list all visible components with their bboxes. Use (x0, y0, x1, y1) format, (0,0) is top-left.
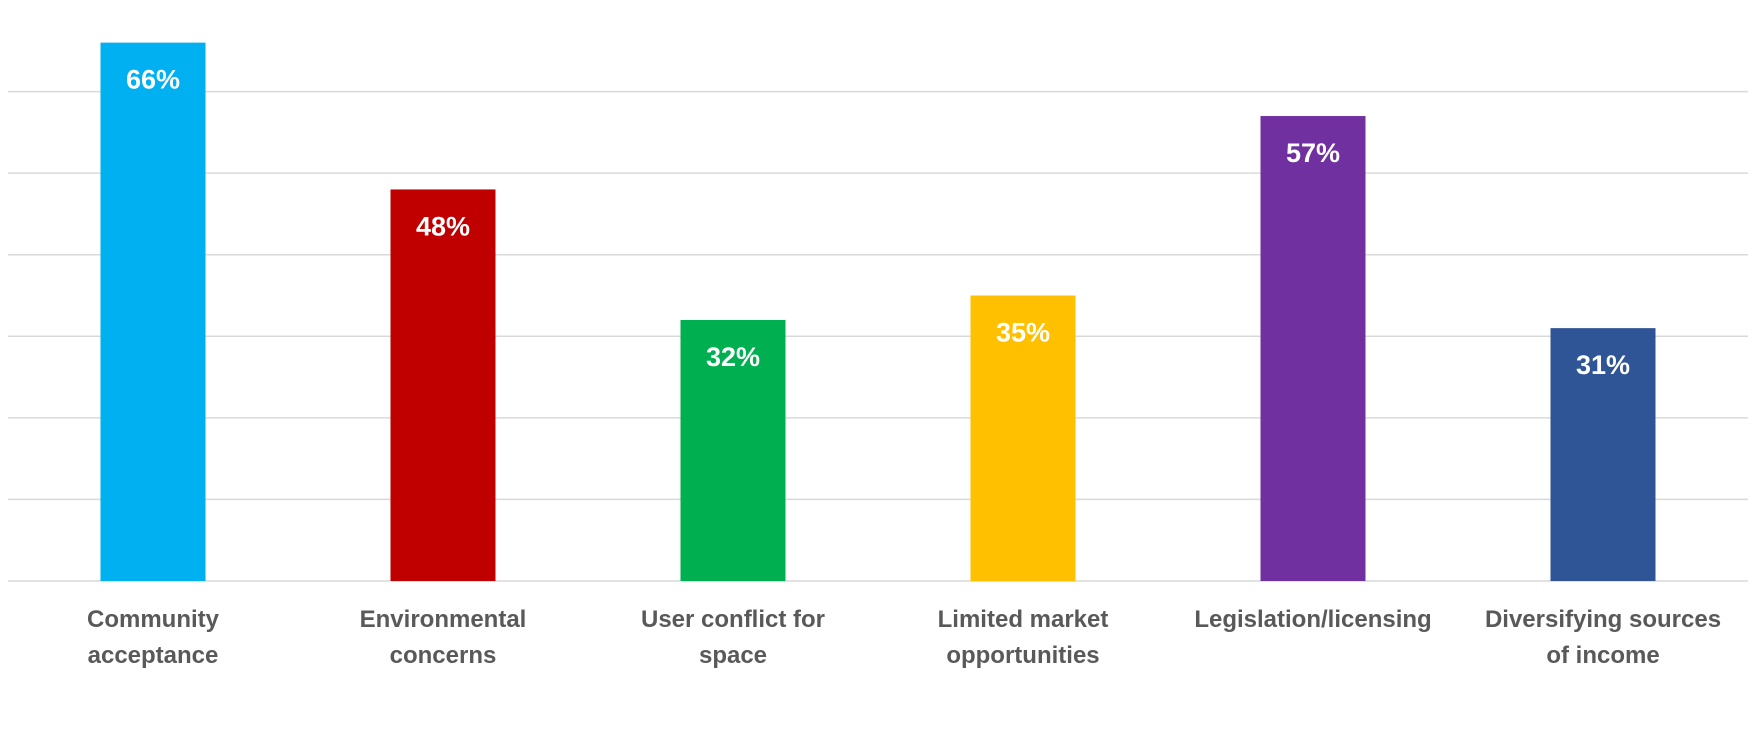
data-label: 66% (126, 65, 180, 95)
data-label: 31% (1576, 350, 1630, 380)
category-label-line: Diversifying sources (1485, 606, 1721, 633)
bar (100, 42, 206, 582)
category-label: User conflict for space (641, 606, 825, 669)
category-label-line: Environmental (360, 606, 527, 633)
category-label: Environmental concerns (360, 606, 527, 669)
category-label-line: Limited market (938, 606, 1109, 633)
bar (1550, 328, 1656, 581)
category-label: Diversifying sources of income (1485, 606, 1721, 669)
category-label-line: Community (87, 606, 220, 633)
category-labels: Community acceptance Environmental concerns… (87, 606, 1721, 669)
category-label-line: of income (1546, 642, 1659, 669)
bar (680, 319, 786, 581)
category-label: Legislation/licensing (1194, 606, 1431, 633)
gridlines (8, 90, 1748, 582)
category-label-line: space (699, 642, 767, 669)
category-label-line: opportunities (946, 642, 1099, 669)
bar (970, 295, 1076, 581)
category-label-line: acceptance (88, 642, 219, 669)
bars (100, 42, 1656, 582)
bar (1260, 116, 1366, 582)
bar (390, 189, 496, 581)
data-label: 32% (706, 342, 760, 372)
category-label: Limited market opportunities (938, 606, 1109, 669)
data-label: 57% (1286, 138, 1340, 168)
category-label: Community acceptance (87, 606, 220, 669)
category-label-line: concerns (390, 642, 497, 669)
category-label-line: User conflict for (641, 606, 825, 633)
value-labels: 66% 48% 32% 35% 57% 31% (126, 65, 1630, 381)
data-label: 35% (996, 318, 1050, 348)
category-label-line: Legislation/licensing (1194, 606, 1431, 633)
data-label: 48% (416, 211, 470, 241)
